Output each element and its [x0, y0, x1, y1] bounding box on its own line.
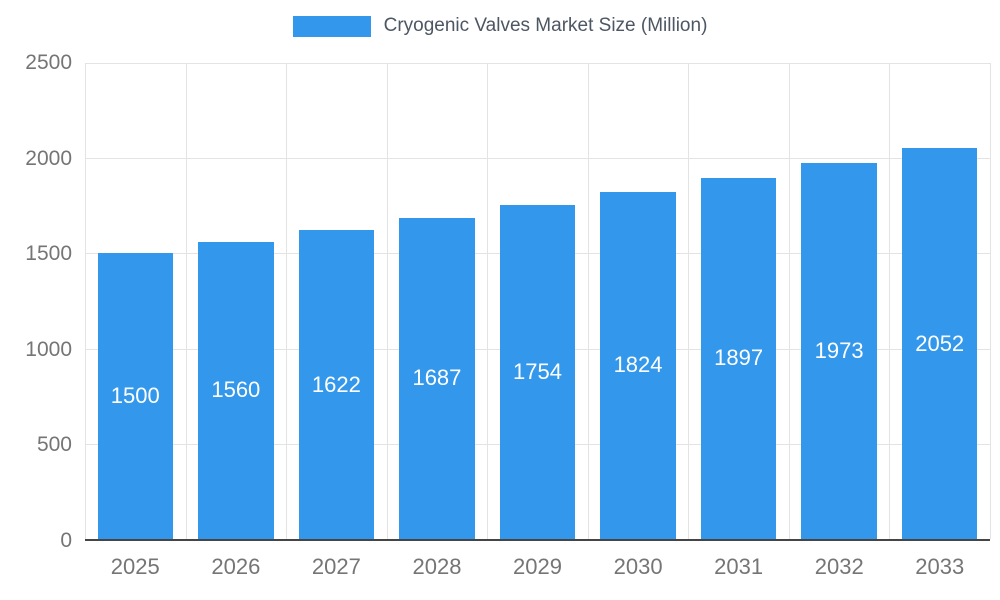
x-tick-label: 2027 — [311, 554, 361, 579]
x-tick-label: 2026 — [211, 554, 261, 579]
v-gridline — [286, 63, 288, 539]
bar-value-label: 1897 — [714, 345, 764, 371]
y-tick-label: 1000 — [25, 337, 72, 361]
bar-2029[interactable]: 1754 — [499, 205, 576, 539]
x-tick-label: 2025 — [110, 554, 160, 579]
y-tick-label: 1500 — [25, 242, 72, 266]
bar-value-label: 1754 — [513, 359, 562, 385]
v-gridline — [85, 63, 86, 539]
bar-2033[interactable]: 2052 — [902, 148, 978, 539]
v-gridline — [487, 63, 489, 539]
h-gridline — [85, 63, 990, 64]
legend-swatch — [292, 15, 371, 37]
v-gridline — [386, 63, 388, 539]
x-tick-label: 2030 — [613, 554, 663, 579]
bar-value-label: 1622 — [311, 371, 361, 397]
bar-2030[interactable]: 1824 — [600, 191, 676, 539]
v-gridline — [185, 63, 187, 539]
v-gridline — [990, 63, 991, 539]
bar-value-label: 1973 — [814, 338, 864, 364]
bar-value-label: 1687 — [412, 365, 462, 391]
v-gridline — [587, 63, 589, 539]
v-gridline — [688, 63, 690, 539]
bar-2026[interactable]: 1560 — [198, 241, 274, 539]
x-tick-label: 2029 — [513, 554, 562, 579]
x-axis: 2025 2026 2027 2028 2029 2030 2031 2032 2033 — [85, 554, 990, 580]
y-tick-label: 2000 — [25, 146, 72, 170]
v-gridline — [889, 63, 891, 539]
bar-2031[interactable]: 1897 — [700, 177, 777, 539]
y-tick-label: 0 — [60, 529, 72, 552]
x-tick-label: 2032 — [814, 554, 864, 579]
plot-area: 1500 1560 1622 1687 1754 1824 1897 1973 2052 — [85, 63, 991, 541]
h-gridline — [85, 158, 990, 160]
bar-2027[interactable]: 1622 — [298, 230, 375, 539]
y-axis: 0 500 1000 1500 2000 2500 — [0, 51, 72, 552]
x-tick-label: 2031 — [714, 554, 764, 579]
bar-2025[interactable]: 1500 — [97, 253, 173, 539]
v-gridline — [788, 63, 790, 539]
chart-legend[interactable]: Cryogenic Valves Market Size (Million) — [0, 15, 1000, 37]
bar-2032[interactable]: 1973 — [801, 163, 877, 539]
bar-value-label: 1560 — [211, 377, 261, 403]
legend-label: Cryogenic Valves Market Size (Million) — [383, 15, 708, 36]
bar-2028[interactable]: 1687 — [399, 217, 475, 539]
bar-value-label: 1500 — [110, 383, 160, 409]
x-tick-label: 2028 — [412, 554, 462, 579]
y-tick-label: 2500 — [25, 51, 72, 74]
y-tick-label: 500 — [36, 433, 72, 457]
bar-value-label: 1824 — [613, 352, 663, 378]
bar-value-label: 2052 — [915, 330, 965, 356]
x-tick-label: 2033 — [915, 554, 965, 579]
